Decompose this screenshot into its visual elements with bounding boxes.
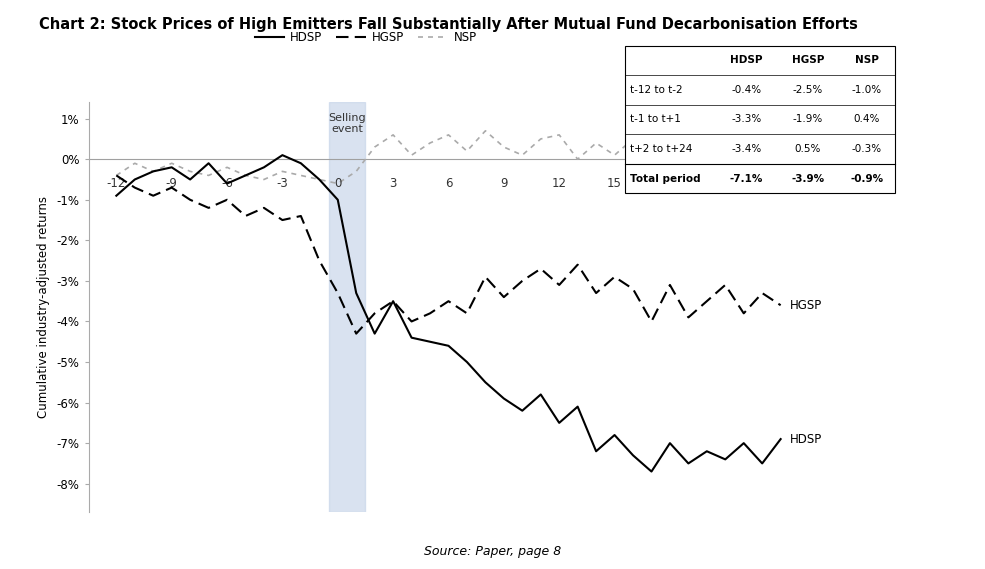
Text: HDSP: HDSP: [731, 55, 762, 65]
Text: 0.4%: 0.4%: [854, 114, 880, 125]
Text: t-1 to t+1: t-1 to t+1: [630, 114, 682, 125]
Legend: HDSP, HGSP, NSP: HDSP, HGSP, NSP: [250, 26, 482, 49]
Text: 24: 24: [773, 178, 788, 191]
Text: 18: 18: [663, 178, 678, 191]
Text: -3.4%: -3.4%: [732, 144, 761, 154]
Text: -0.4%: -0.4%: [732, 85, 761, 95]
Text: -2.5%: -2.5%: [793, 85, 822, 95]
Text: Selling
event: Selling event: [328, 113, 365, 134]
Text: Source: Paper, page 8: Source: Paper, page 8: [424, 545, 561, 558]
Y-axis label: Cumulative industry-adjusted returns: Cumulative industry-adjusted returns: [36, 196, 49, 418]
Text: 9: 9: [500, 178, 507, 191]
Text: t+2 to t+24: t+2 to t+24: [630, 144, 692, 154]
Text: 0.5%: 0.5%: [795, 144, 821, 154]
Text: HGSP: HGSP: [792, 55, 823, 65]
Text: -7.1%: -7.1%: [730, 174, 763, 184]
Text: -1.9%: -1.9%: [793, 114, 822, 125]
Text: 0: 0: [334, 178, 342, 191]
Text: -6: -6: [221, 178, 233, 191]
Text: -1.0%: -1.0%: [852, 85, 882, 95]
Text: 21: 21: [718, 178, 733, 191]
Bar: [329, 102, 365, 512]
Text: -0.9%: -0.9%: [850, 174, 884, 184]
Text: NSP: NSP: [855, 55, 879, 65]
Text: HGSP: HGSP: [790, 299, 822, 312]
Text: 15: 15: [607, 178, 622, 191]
Text: t-12 to t-2: t-12 to t-2: [630, 85, 683, 95]
Text: Total period: Total period: [630, 174, 701, 184]
Text: -12: -12: [106, 178, 126, 191]
Text: -3: -3: [277, 178, 289, 191]
Text: -9: -9: [165, 178, 177, 191]
Text: 6: 6: [445, 178, 452, 191]
Text: -3.3%: -3.3%: [732, 114, 761, 125]
Text: -0.3%: -0.3%: [852, 144, 882, 154]
Text: 12: 12: [552, 178, 566, 191]
Text: Months: Months: [790, 149, 833, 162]
Text: -3.9%: -3.9%: [791, 174, 824, 184]
Text: 3: 3: [389, 178, 397, 191]
Text: HDSP: HDSP: [790, 432, 822, 446]
Text: Chart 2: Stock Prices of High Emitters Fall Substantially After Mutual Fund Deca: Chart 2: Stock Prices of High Emitters F…: [39, 17, 858, 32]
Text: NSP: NSP: [790, 173, 813, 186]
